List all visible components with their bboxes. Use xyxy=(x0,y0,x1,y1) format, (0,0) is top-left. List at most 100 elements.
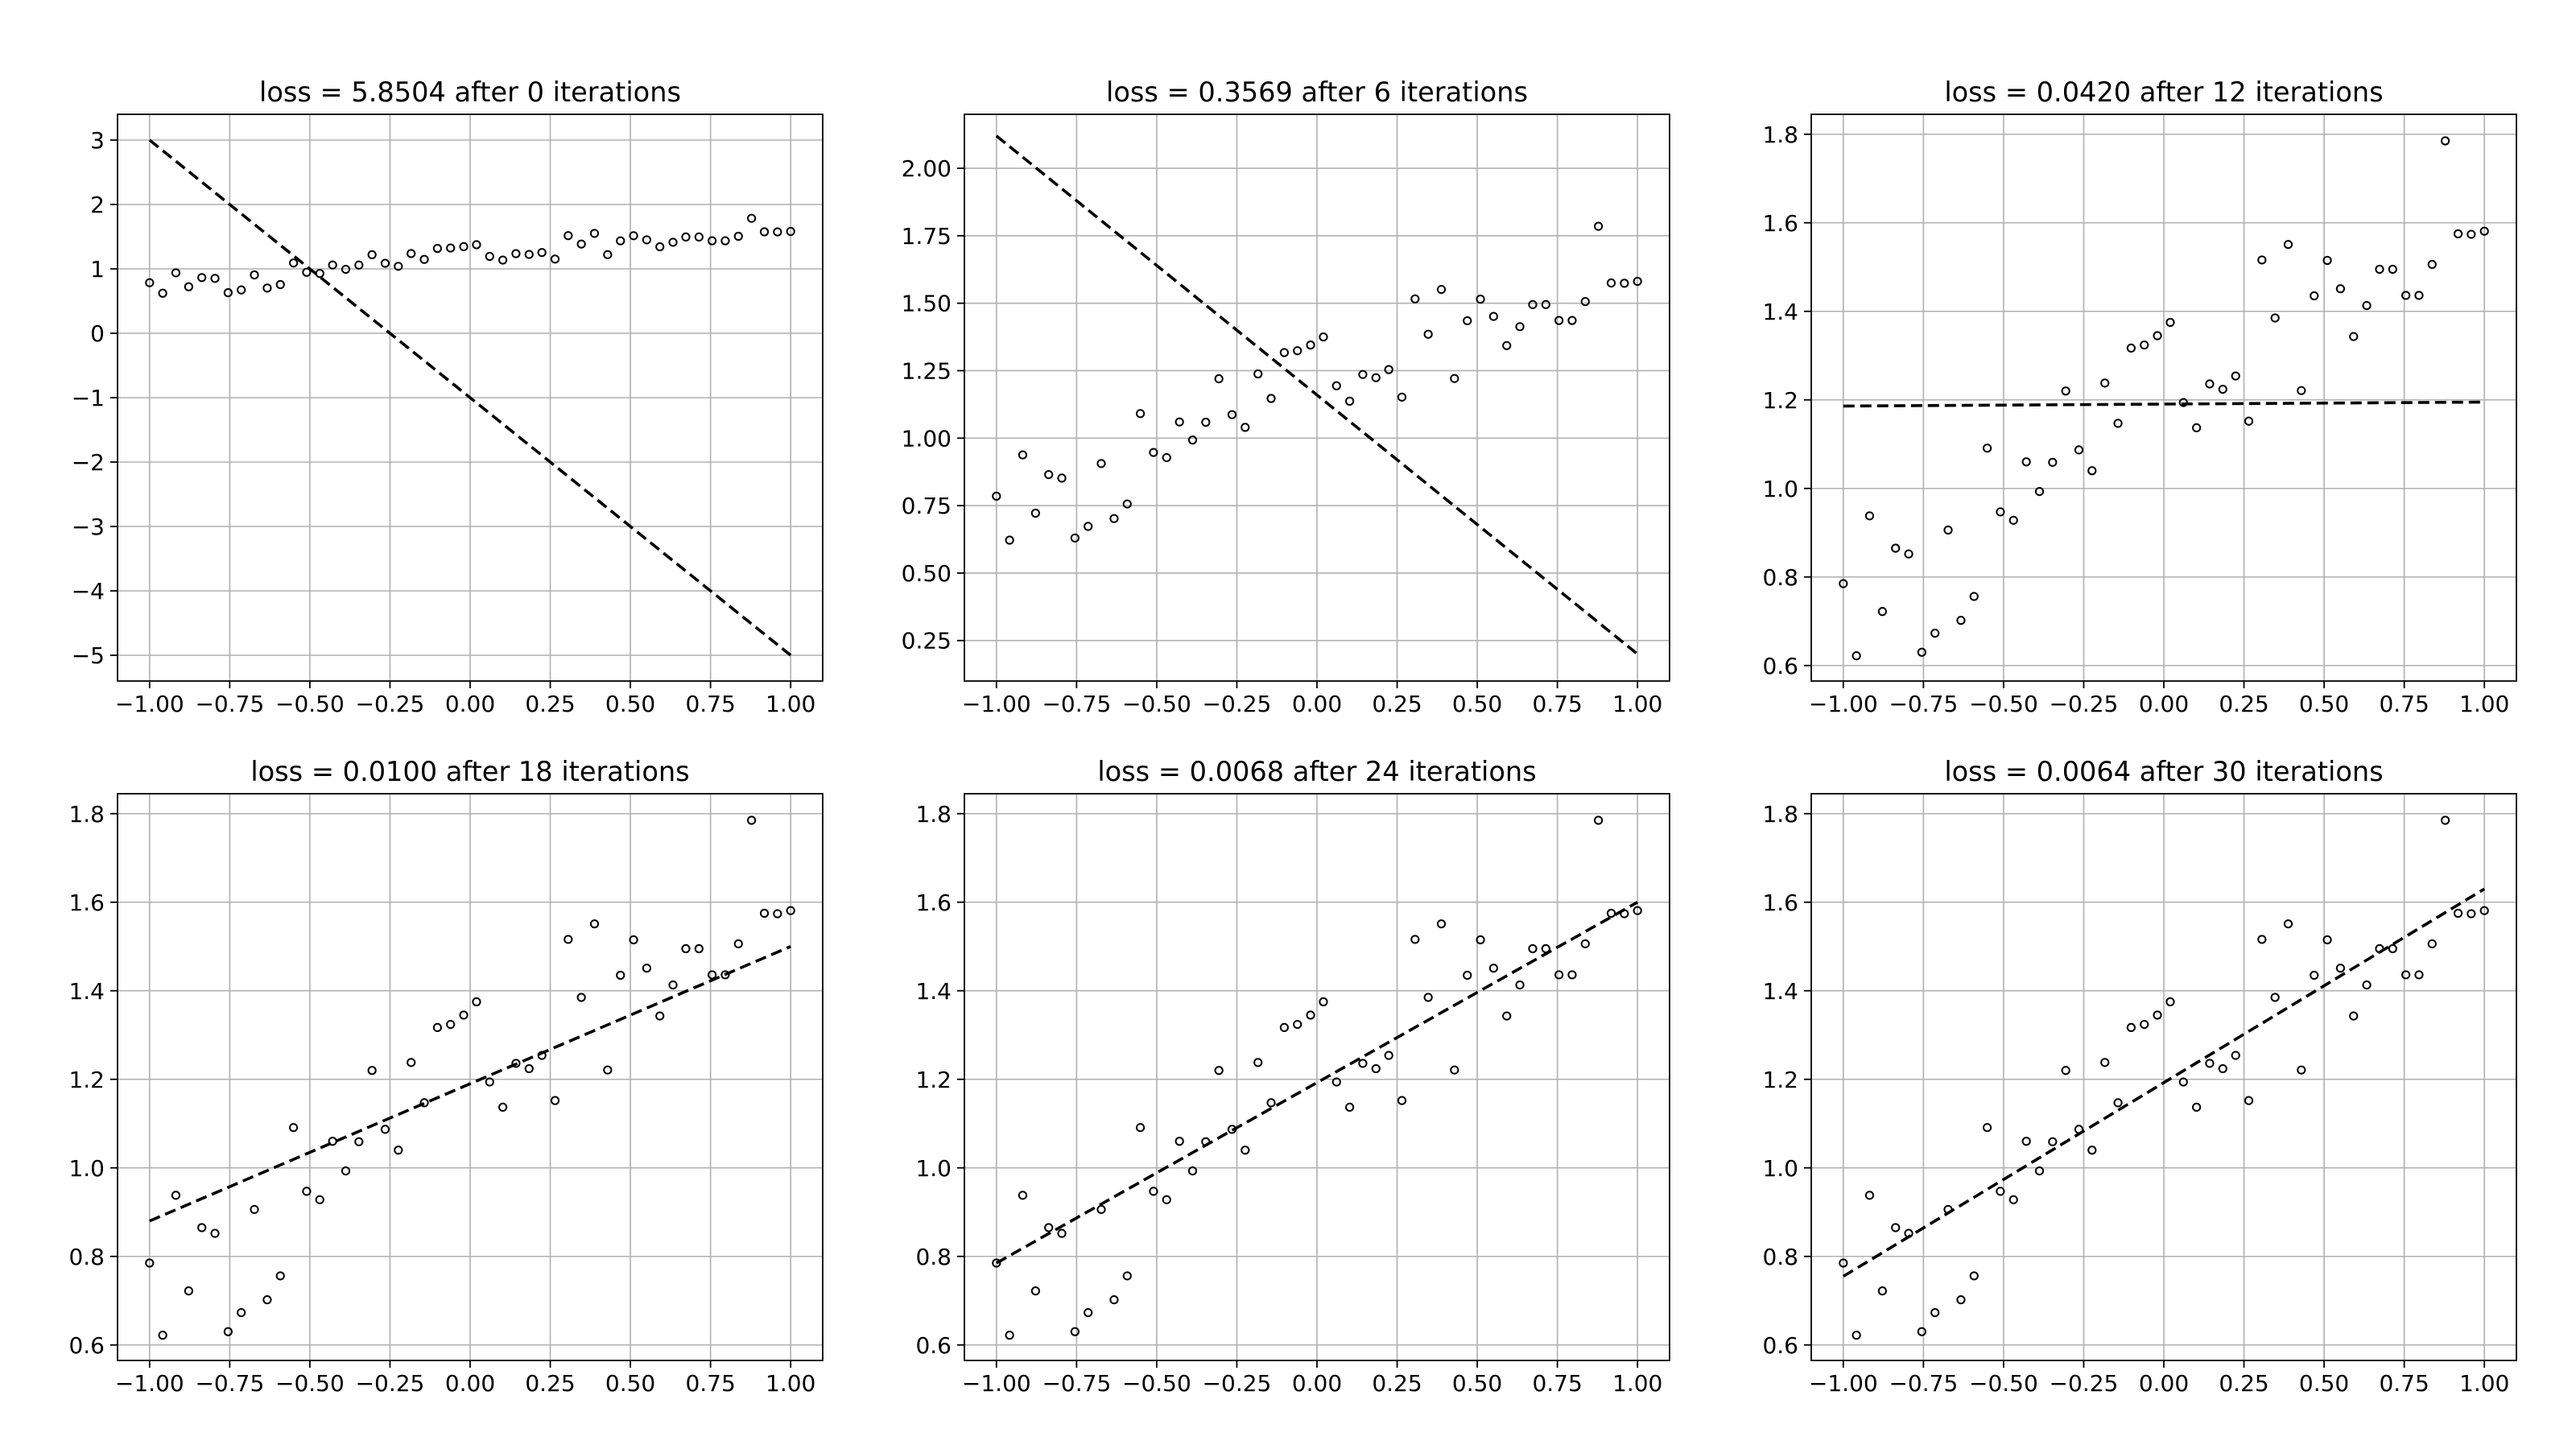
data-point xyxy=(2205,1059,2215,1068)
data-point xyxy=(2427,259,2437,270)
data-point xyxy=(2061,386,2070,396)
x-tick-label: 1.00 xyxy=(1612,691,1662,717)
data-point xyxy=(250,1204,259,1215)
data-point xyxy=(2205,379,2215,389)
y-tick-label: 0.8 xyxy=(68,1244,105,1270)
data-point xyxy=(2388,943,2397,954)
data-point xyxy=(1528,299,1538,309)
data-point xyxy=(773,227,782,237)
data-point xyxy=(2087,1146,2097,1155)
data-point xyxy=(354,260,364,270)
data-point xyxy=(250,270,259,280)
data-point xyxy=(759,227,770,237)
data-point xyxy=(367,1066,377,1075)
x-tick-label: 1.00 xyxy=(766,1370,815,1397)
data-point xyxy=(1864,511,1875,521)
data-point xyxy=(1109,514,1119,523)
data-point xyxy=(2008,515,2018,525)
data-point xyxy=(1515,980,1525,990)
x-tick-label: −1.00 xyxy=(115,691,184,717)
data-point xyxy=(747,815,757,825)
x-tick-label: 0.75 xyxy=(1532,691,1582,717)
data-point xyxy=(1633,906,1642,915)
x-tick-label: −0.75 xyxy=(195,1370,264,1397)
data-point xyxy=(992,1258,1001,1268)
data-point xyxy=(733,939,743,949)
x-tick-label: 0.75 xyxy=(685,1370,735,1397)
data-point xyxy=(1030,1286,1040,1296)
y-tick-label: 1.00 xyxy=(902,425,952,452)
y-tick-label: −5 xyxy=(72,642,105,669)
data-point xyxy=(407,249,416,258)
data-point xyxy=(1397,392,1407,402)
data-point xyxy=(1371,373,1381,382)
data-point xyxy=(1410,935,1420,944)
data-point xyxy=(2322,255,2332,266)
data-point xyxy=(1996,507,2005,517)
data-point xyxy=(2153,331,2162,341)
data-point xyxy=(1567,316,1577,325)
data-point xyxy=(1956,1295,1966,1305)
data-point xyxy=(184,282,193,291)
data-point xyxy=(1463,316,1472,326)
data-point xyxy=(1410,294,1420,303)
data-point xyxy=(2349,1011,2359,1021)
data-point xyxy=(2140,340,2149,350)
data-point xyxy=(642,235,651,245)
data-point xyxy=(315,1195,324,1204)
data-point xyxy=(2257,935,2267,944)
x-tick-label: −0.25 xyxy=(2050,691,2119,717)
data-point xyxy=(1983,1123,1992,1133)
data-point xyxy=(2297,386,2306,395)
data-point xyxy=(315,269,324,279)
data-point xyxy=(1162,1195,1171,1204)
data-point xyxy=(158,1331,167,1340)
x-tick-label: −0.75 xyxy=(1042,691,1111,717)
data-point xyxy=(367,250,377,259)
data-point xyxy=(2467,909,2476,919)
data-point xyxy=(302,267,312,277)
data-point xyxy=(1877,607,1887,617)
y-tick-label: 1.6 xyxy=(1762,210,1798,237)
data-point xyxy=(694,232,704,242)
data-point xyxy=(1174,417,1184,427)
data-point xyxy=(2270,313,2280,323)
y-tick-label: 1.2 xyxy=(1762,387,1798,414)
subplot-5: −1.00 −0.75 −0.50 −0.25 0.00 0.25 0.50 0.75 1.00… xyxy=(915,756,1670,1397)
y-tick-label: 1.25 xyxy=(902,357,952,384)
data-point xyxy=(1594,221,1604,231)
y-tick-label: 1.2 xyxy=(915,1067,952,1093)
subplot-title: loss = 5.8504 after 0 iterations xyxy=(259,76,681,108)
data-point xyxy=(1839,1258,1848,1268)
data-point xyxy=(498,1102,508,1113)
y-tick-label: 1.4 xyxy=(1762,299,1798,325)
subplot-title: loss = 0.0420 after 12 iterations xyxy=(1944,76,2383,108)
data-point xyxy=(1057,1228,1067,1238)
data-point xyxy=(550,1096,560,1105)
subplot-4: −1.00 −0.75 −0.50 −0.25 0.00 0.25 0.50 0.75 1.00… xyxy=(68,756,824,1397)
data-point xyxy=(394,1146,403,1155)
x-tick-label: 0.50 xyxy=(605,691,655,717)
data-point xyxy=(472,997,481,1007)
data-point xyxy=(2322,935,2332,945)
data-point xyxy=(1030,508,1040,518)
data-point xyxy=(1943,525,1953,535)
data-point xyxy=(446,1019,456,1030)
data-point xyxy=(2362,980,2372,990)
data-point xyxy=(1096,459,1106,469)
data-point xyxy=(1084,522,1093,531)
data-point xyxy=(603,250,613,259)
data-point xyxy=(210,274,220,283)
data-point xyxy=(2231,1051,2240,1060)
y-tick-label: 2.00 xyxy=(902,155,952,182)
data-point xyxy=(2100,1058,2110,1067)
data-point xyxy=(1436,284,1447,295)
fit-line xyxy=(1843,400,2485,408)
data-point xyxy=(2113,419,2123,428)
x-tick-label: −1.00 xyxy=(962,1370,1031,1397)
data-point xyxy=(511,1059,521,1068)
data-point xyxy=(302,1187,312,1196)
data-point xyxy=(1174,1137,1184,1146)
y-tick-label: 1 xyxy=(90,256,105,283)
fit-line xyxy=(149,945,791,1223)
